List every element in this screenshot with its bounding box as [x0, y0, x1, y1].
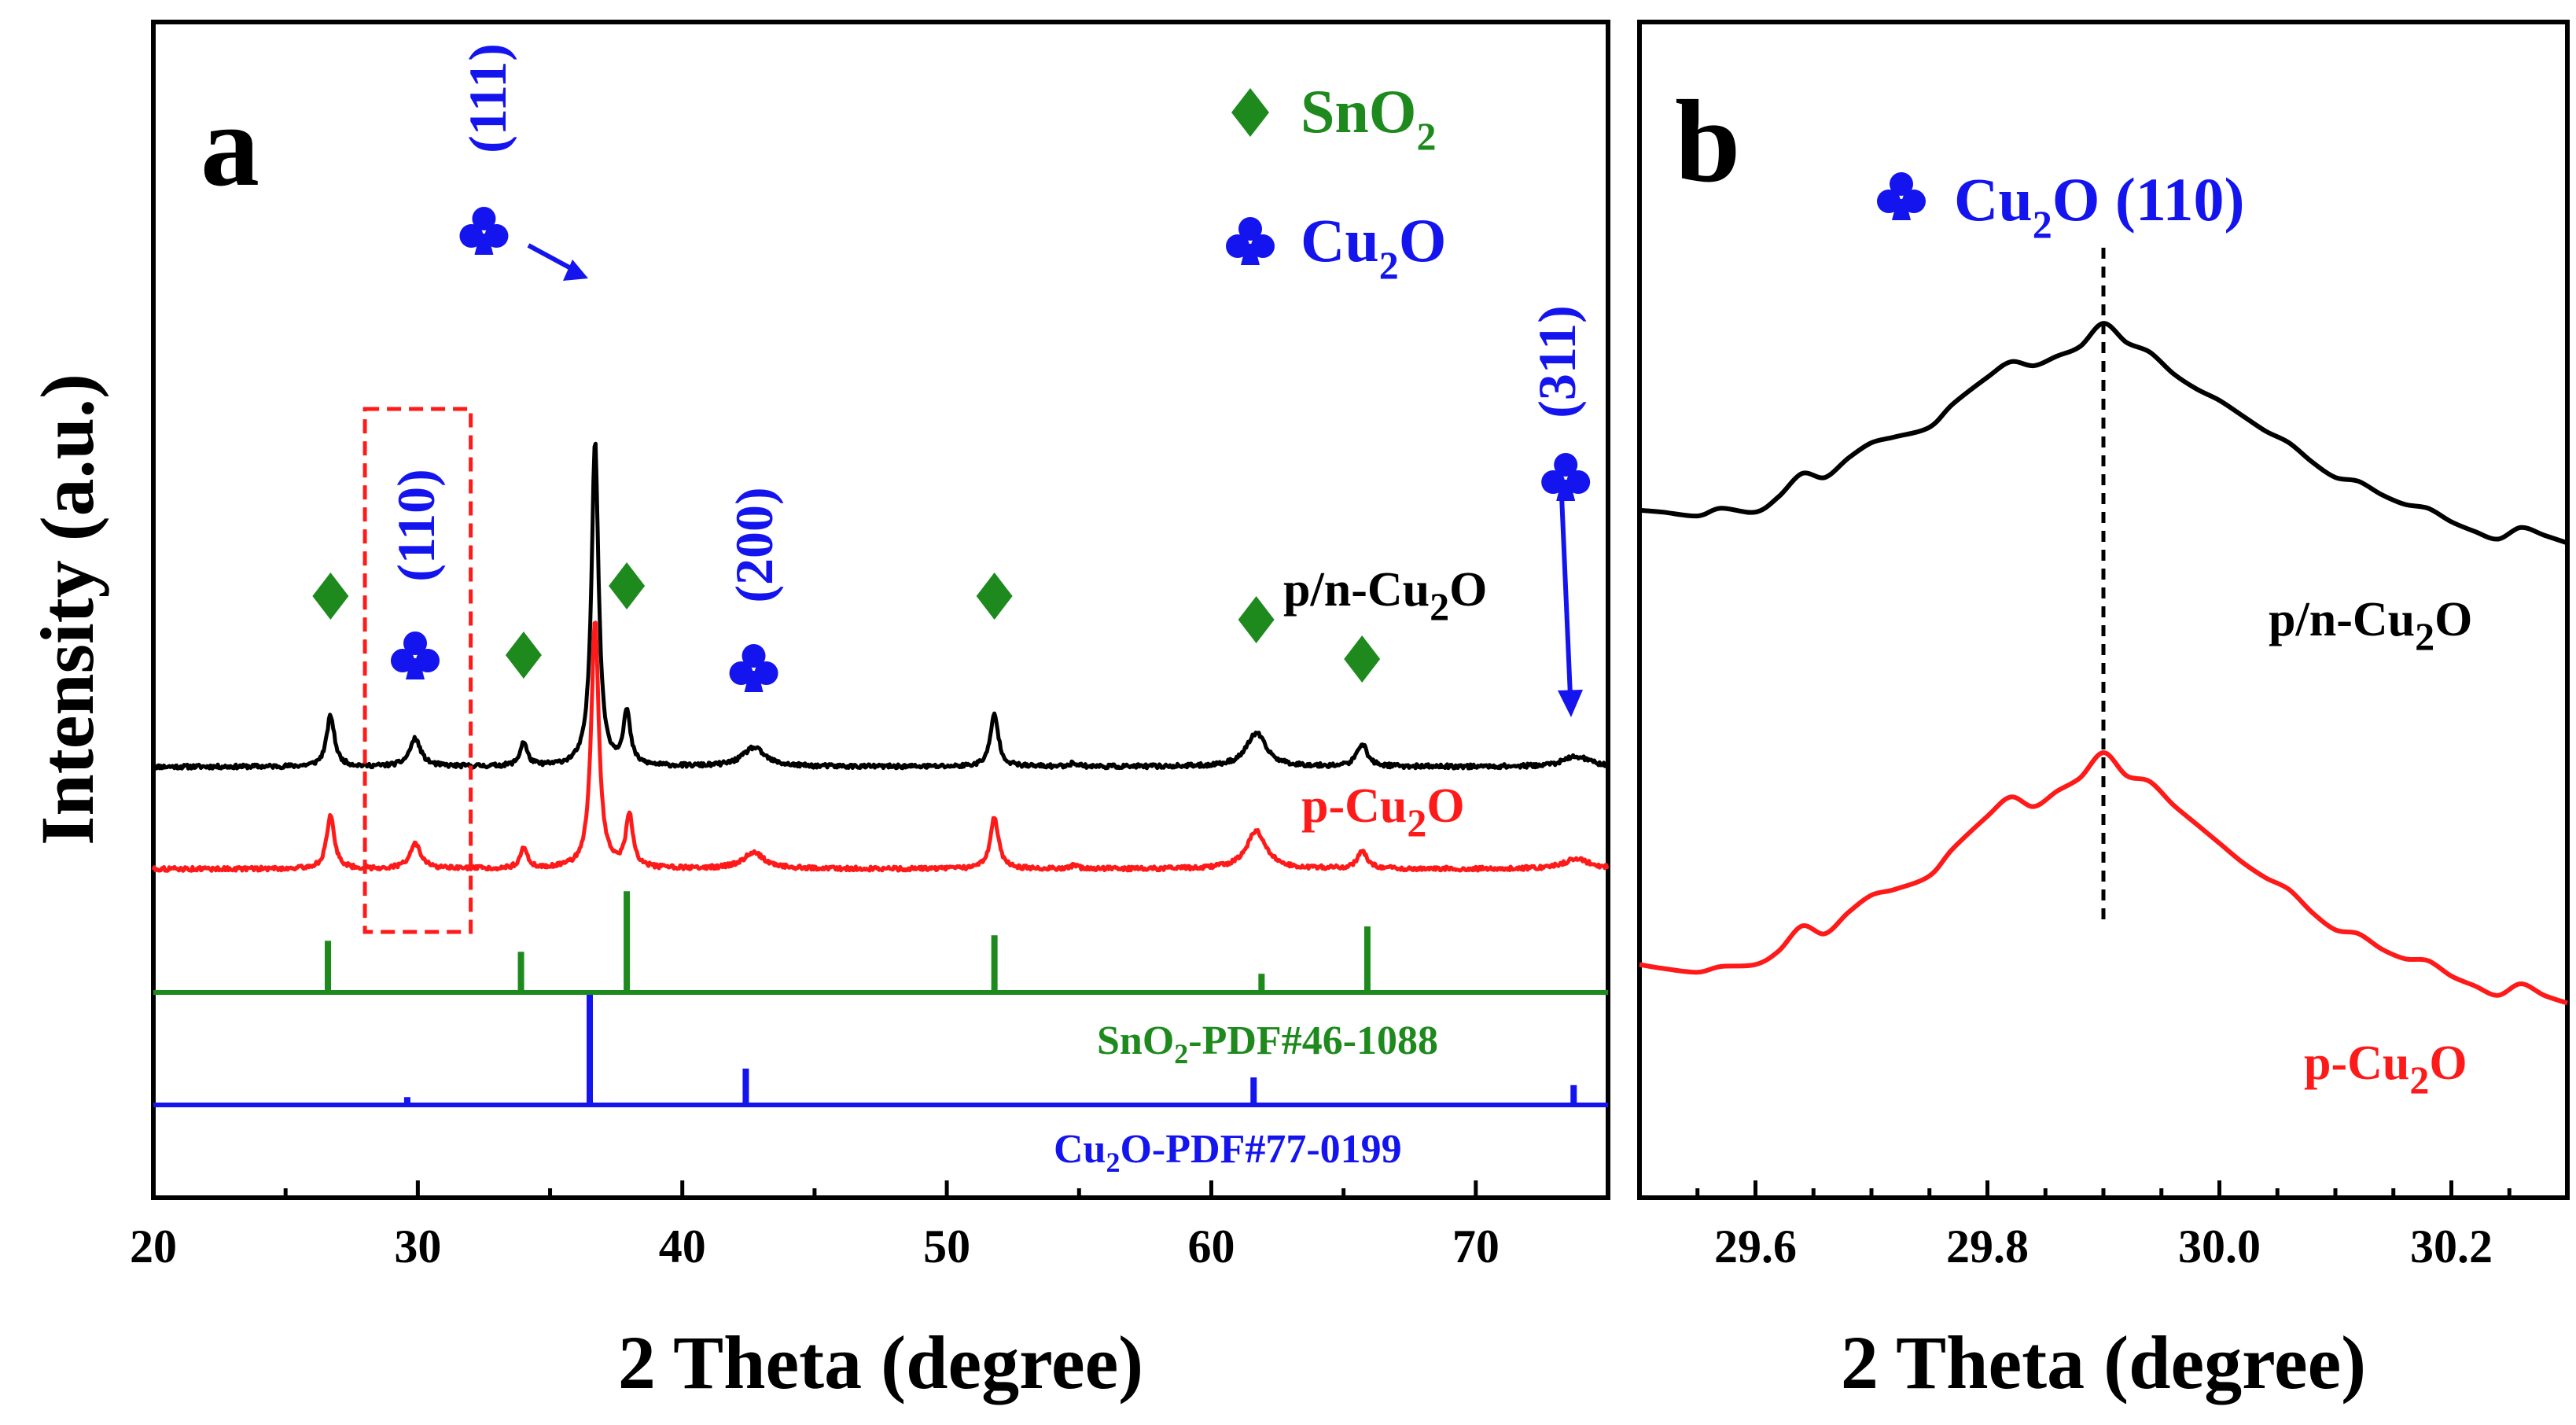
panel-b-label-pn-cu2o: p/n-Cu2O [2269, 593, 2472, 658]
panel-a: a Intensity (a.u.) 2 Theta (degree) 20 30… [25, 20, 1610, 1405]
title-club-icon [1877, 172, 1926, 220]
cu2o-club-icon [391, 631, 440, 679]
panel-a-ylabel: Intensity (a.u.) [25, 374, 109, 845]
ref-label-cu2o: Cu2O-PDF#77-0199 [1054, 1127, 1402, 1178]
cu2o-club-icon [459, 207, 509, 255]
panel-a-legend: SnO2 Cu2O [1226, 77, 1446, 287]
miller-labels: (110) (111) (200) (311) [386, 43, 1587, 603]
highlight-box-110 [362, 407, 473, 934]
legend-club-icon [1226, 217, 1275, 265]
panel-b-label-p-cu2o: p-Cu2O [2304, 1037, 2467, 1102]
sno2-diamond-icon [976, 573, 1013, 620]
panel-a-x-tick-label: 60 [1187, 1221, 1235, 1272]
arrow-311-head-icon [1558, 690, 1583, 717]
series-label-pn-cu2o: p/n-Cu2O [1283, 563, 1487, 628]
legend-diamond-icon [1231, 88, 1269, 137]
panel-b-series-pn-cu2o [1639, 321, 2568, 546]
panel-b-x-tick-label: 30.2 [2410, 1221, 2493, 1272]
panel-a-x-tick-label: 50 [923, 1221, 970, 1272]
cu2o-club-icon [1541, 453, 1591, 501]
panel-a-plot-area [151, 441, 1610, 1107]
panel-b-plot-area [1639, 248, 2568, 1006]
sno2-diamond-icon [609, 562, 646, 609]
panel-a-x-tick-label: 40 [659, 1221, 706, 1272]
miller-label-200: (200) [724, 487, 784, 602]
peak-markers [312, 207, 1591, 692]
arrow-311 [1559, 495, 1573, 697]
panel-b-x-tick-label: 29.6 [1714, 1221, 1797, 1272]
annotation-arrows [527, 243, 1583, 717]
panel-b-title-text: Cu2O (110) [1954, 165, 2245, 246]
panel-a-x-tick-label: 30 [394, 1221, 441, 1272]
miller-label-111: (111) [458, 43, 517, 153]
panel-a-x-ticks: 20 30 40 50 60 70 [130, 1180, 1610, 1272]
panel-a-x-tick-label: 20 [130, 1221, 177, 1272]
legend-sno2-label: SnO2 [1301, 77, 1436, 158]
ref-label-sno2: SnO2-PDF#46-1088 [1097, 1018, 1438, 1070]
panel-b-x-tick-label: 30.0 [2178, 1221, 2261, 1272]
panel-b-title: Cu2O (110) [1877, 165, 2245, 246]
sno2-diamond-icon [1344, 635, 1381, 683]
series-label-p-cu2o: p-Cu2O [1301, 779, 1465, 845]
panel-a-xlabel: 2 Theta (degree) [618, 1320, 1143, 1405]
sno2-diamond-icon [1238, 596, 1275, 643]
panel-b-xlabel: 2 Theta (degree) [1841, 1320, 2366, 1405]
panel-b: b Cu2O (110) 2 Theta (degree) 29.6 29.8 30… [1637, 20, 2570, 1405]
panel-b-series-p-cu2o [1639, 750, 2568, 1006]
sno2-diamond-icon [505, 631, 542, 679]
miller-label-311: (311) [1527, 305, 1587, 418]
series-line-pn-cu2o [152, 441, 1610, 771]
panel-a-frame [151, 20, 1610, 1200]
panel-a-x-tick-label: 70 [1452, 1221, 1500, 1272]
miller-label-110: (110) [386, 469, 446, 582]
legend-cu2o-label: Cu2O [1301, 206, 1446, 287]
cu2o-club-icon [729, 644, 778, 692]
panel-b-letter: b [1675, 76, 1740, 207]
series-line-p-cu2o [151, 620, 1610, 873]
panel-b-x-ticks: 29.6 29.8 30.0 30.2 [1637, 1180, 2570, 1272]
sno2-diamond-icon [312, 573, 349, 620]
arrow-111-head-icon [563, 260, 588, 281]
panel-b-x-tick-label: 29.8 [1946, 1221, 2029, 1272]
panel-a-letter: a [201, 80, 259, 211]
